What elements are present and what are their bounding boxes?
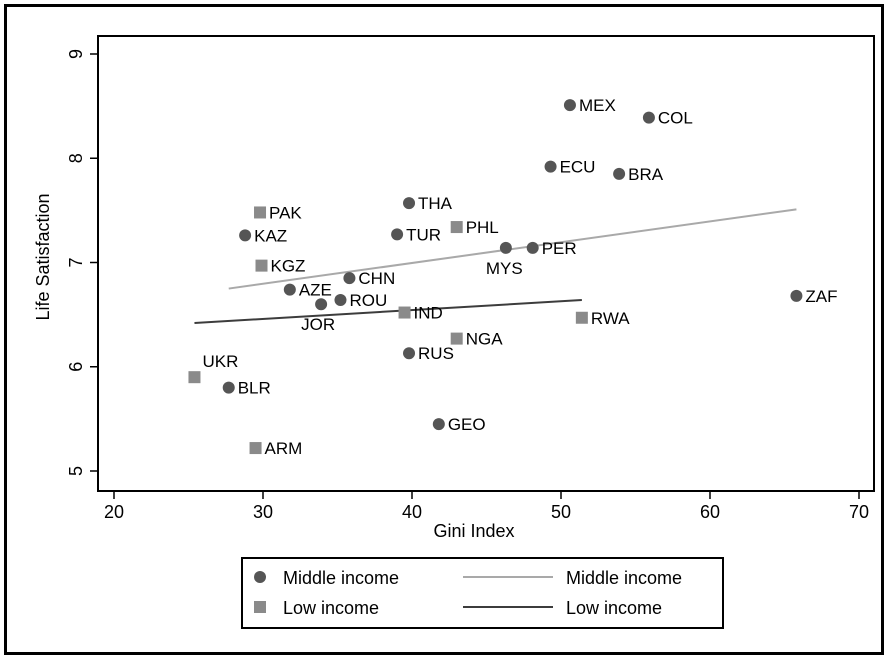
point-label-ecu: ECU xyxy=(560,158,596,177)
point-label-kgz: KGZ xyxy=(271,257,306,276)
point-bra xyxy=(613,167,626,180)
point-label-rwa: RWA xyxy=(591,309,630,328)
point-label-ind: IND xyxy=(414,304,443,323)
point-tha xyxy=(403,197,416,210)
y-tick-label-8: 8 xyxy=(66,153,86,163)
point-label-kaz: KAZ xyxy=(254,226,287,245)
data-points: MEX COL ECU BRA THA TUR KAZ MYS PER CHN AZE ROU JOR Z… xyxy=(188,96,838,458)
point-ind xyxy=(398,306,411,319)
point-aze xyxy=(283,283,296,296)
point-label-mys: MYS xyxy=(486,259,523,278)
point-geo xyxy=(432,418,445,431)
fit-lines xyxy=(194,208,797,324)
point-tur xyxy=(391,228,404,241)
point-label-per: PER xyxy=(542,239,577,258)
point-mys xyxy=(499,241,512,254)
legend-label-low-income-fit: Low income xyxy=(566,598,662,618)
y-tick-label-9: 9 xyxy=(66,49,86,59)
point-pak xyxy=(254,206,267,219)
point-ukr xyxy=(188,371,201,384)
point-nga xyxy=(450,332,463,345)
point-label-arm: ARM xyxy=(265,439,303,458)
x-tick-label-40: 40 xyxy=(402,502,422,522)
point-label-chn: CHN xyxy=(358,269,395,288)
plot-area xyxy=(97,35,875,492)
legend-low-income-marker xyxy=(254,601,266,613)
point-label-phl: PHL xyxy=(466,218,499,237)
point-label-tur: TUR xyxy=(406,225,441,244)
point-kgz xyxy=(255,259,268,272)
point-label-ukr: UKR xyxy=(202,352,238,371)
fit-line-middle-income xyxy=(228,208,797,290)
x-tick-label-50: 50 xyxy=(551,502,571,522)
point-label-nga: NGA xyxy=(466,330,504,349)
point-label-geo: GEO xyxy=(448,415,486,434)
point-label-aze: AZE xyxy=(299,281,332,300)
point-label-rou: ROU xyxy=(349,291,387,310)
point-zaf xyxy=(790,289,803,302)
legend-label-middle-income-points: Middle income xyxy=(283,568,399,588)
point-label-blr: BLR xyxy=(238,379,271,398)
x-tick-label-70: 70 xyxy=(849,502,869,522)
y-axis-label: Life Satisfaction xyxy=(33,193,53,320)
point-kaz xyxy=(239,229,252,242)
fit-line-low-income xyxy=(194,299,582,324)
chart-frame: 20 30 40 50 60 70 5 6 7 8 9 MEX COL ECU BRA THA TUR KAZ M… xyxy=(4,4,884,655)
point-col xyxy=(642,111,655,124)
point-label-rus: RUS xyxy=(418,344,454,363)
point-label-jor: JOR xyxy=(301,315,335,334)
legend-middle-income-marker xyxy=(254,571,266,583)
point-label-bra: BRA xyxy=(628,165,664,184)
point-blr xyxy=(222,381,235,394)
point-rou xyxy=(334,294,347,307)
x-axis-label: Gini Index xyxy=(433,521,514,541)
point-arm xyxy=(249,442,262,455)
point-label-col: COL xyxy=(658,109,693,128)
point-phl xyxy=(450,221,463,234)
legend-box xyxy=(241,557,724,629)
y-tick-label-6: 6 xyxy=(66,362,86,372)
point-jor xyxy=(315,298,328,311)
legend-label-middle-income-fit: Middle income xyxy=(566,568,682,588)
point-label-tha: THA xyxy=(418,194,453,213)
point-label-mex: MEX xyxy=(579,96,616,115)
x-tick-label-20: 20 xyxy=(104,502,124,522)
y-tick-label-5: 5 xyxy=(66,466,86,476)
point-rwa xyxy=(575,311,588,324)
point-rus xyxy=(403,347,416,360)
x-tick-label-60: 60 xyxy=(700,502,720,522)
point-mex xyxy=(563,99,576,112)
y-tick-label-7: 7 xyxy=(66,257,86,267)
point-label-zaf: ZAF xyxy=(805,287,837,306)
axes: 20 30 40 50 60 70 5 6 7 8 9 xyxy=(66,49,869,522)
point-ecu xyxy=(544,160,557,173)
point-chn xyxy=(343,272,356,285)
x-tick-label-30: 30 xyxy=(253,502,273,522)
legend: Middle income Middle income Low income L… xyxy=(241,557,724,629)
point-label-pak: PAK xyxy=(269,203,302,222)
point-per xyxy=(526,241,539,254)
legend-label-low-income-points: Low income xyxy=(283,598,379,618)
